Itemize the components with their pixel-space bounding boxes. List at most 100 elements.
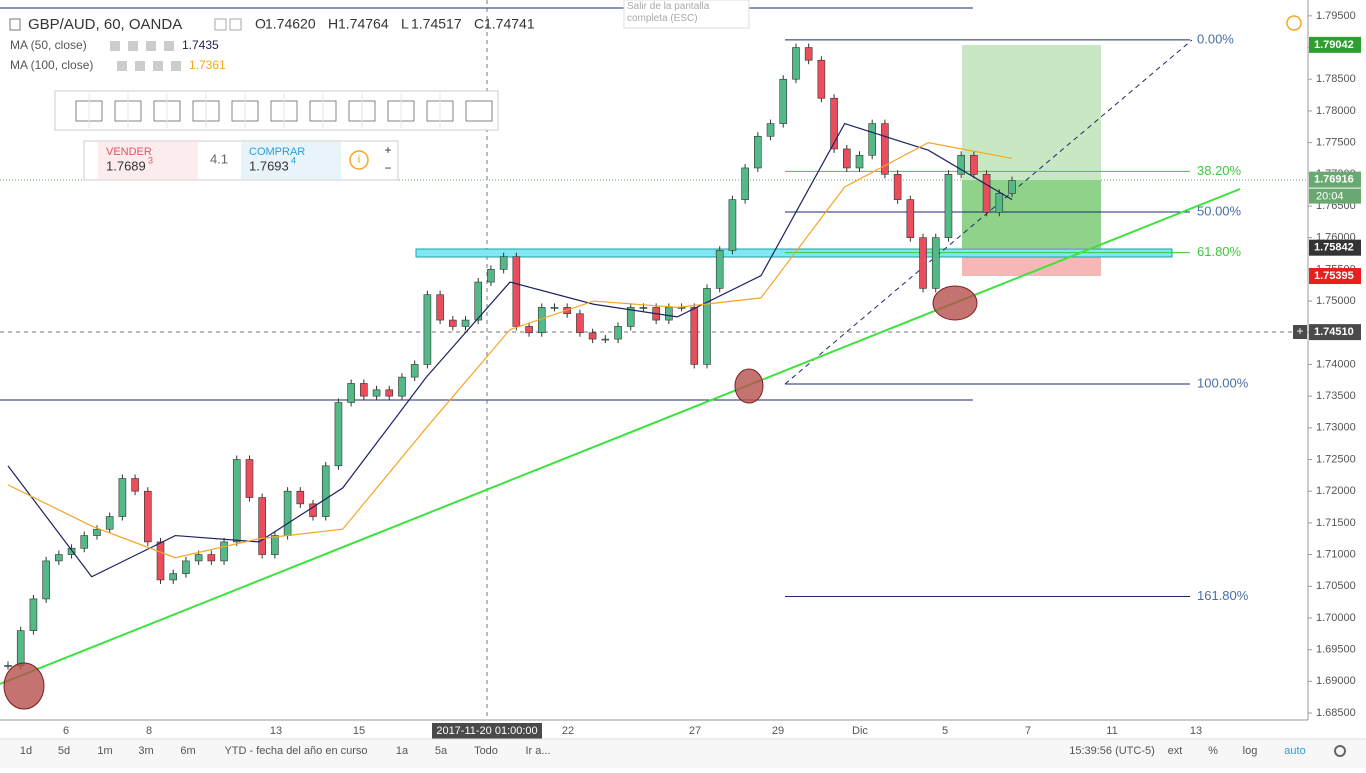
- y-tick-label: 1.74000: [1316, 358, 1356, 370]
- y-tick-label: 1.69000: [1316, 675, 1356, 687]
- option-button[interactable]: auto: [1284, 745, 1305, 757]
- candle: [334, 402, 343, 467]
- candle: [283, 490, 292, 536]
- drawing-toolbar: [54, 90, 499, 131]
- countdown: 20:04: [1316, 191, 1344, 203]
- candle: [410, 364, 419, 378]
- moving-average: [7, 122, 1013, 578]
- candle: [995, 193, 1004, 213]
- candle: [156, 541, 165, 581]
- candle: [690, 307, 699, 365]
- indicator-icon: [164, 41, 174, 51]
- x-tick-label: 6: [63, 725, 69, 737]
- y-tick-label: 1.77500: [1316, 137, 1356, 149]
- tools: [75, 93, 493, 128]
- settings-icon[interactable]: [1334, 745, 1346, 757]
- candle: [105, 516, 114, 530]
- range-button[interactable]: 1a: [396, 745, 409, 757]
- candle: [487, 269, 495, 283]
- candle: [29, 598, 38, 631]
- ohlc-prefix: L: [401, 16, 409, 32]
- range-button[interactable]: 5a: [435, 745, 448, 757]
- candle: [4, 665, 12, 667]
- candle: [754, 135, 762, 169]
- candle: [398, 376, 406, 397]
- x-tick-label: 7: [1025, 725, 1031, 737]
- alert-icon[interactable]: [1286, 15, 1302, 31]
- y-tick-label: 1.70500: [1316, 580, 1356, 592]
- price-marker-label: 1.74510: [1314, 326, 1354, 338]
- option-button[interactable]: ext: [1168, 745, 1183, 757]
- buy-button[interactable]: [241, 142, 341, 179]
- minus-button[interactable]: −: [384, 161, 391, 175]
- ohlc-value: 1.74517: [411, 16, 462, 32]
- y-tick-label: 1.73000: [1316, 422, 1356, 434]
- ohlc-value: 1.74620: [265, 16, 316, 32]
- ohlc-value: 1.74741: [484, 16, 535, 32]
- indicator-icon: [110, 41, 120, 51]
- plus-button[interactable]: +: [384, 143, 391, 157]
- sell-button[interactable]: [98, 142, 198, 179]
- candle: [626, 307, 635, 327]
- candle: [296, 490, 305, 505]
- candle: [80, 535, 89, 549]
- collapse-icon[interactable]: [9, 18, 21, 31]
- countdown-box: [1309, 188, 1361, 204]
- x-tick-label: 13: [270, 725, 282, 737]
- crosshair-time-box: [432, 723, 542, 740]
- price-marker: [1309, 36, 1361, 53]
- indicator-icon: [135, 61, 145, 71]
- x-tick-label: 8: [146, 725, 152, 737]
- info-glyph: i: [358, 152, 361, 166]
- candle: [131, 478, 139, 492]
- candle: [792, 47, 800, 80]
- indicator-icon: [171, 61, 181, 71]
- clock: 15:39:56 (UTC-5): [1069, 745, 1155, 757]
- crosshair-plus: +: [1296, 324, 1303, 338]
- candle: [93, 528, 101, 536]
- plot: 1.68500 1.69000 1.69500 1.70000 1.70500 1.710…: [0, 0, 1356, 740]
- candle: [601, 338, 610, 341]
- range-button[interactable]: 5d: [58, 745, 70, 757]
- y-tick-label: 1.78000: [1316, 105, 1356, 117]
- range-button[interactable]: Todo: [474, 745, 498, 757]
- goto-button[interactable]: Ir a...: [525, 745, 550, 757]
- info-icon[interactable]: [349, 150, 369, 170]
- fib-label: 161.80%: [1197, 588, 1249, 603]
- candle: [588, 332, 597, 340]
- range-button[interactable]: 6m: [180, 745, 195, 757]
- candle: [957, 154, 965, 175]
- range-button[interactable]: YTD - fecha del año en curso: [224, 745, 367, 757]
- y-tick-label: 1.72500: [1316, 453, 1356, 465]
- candle: [194, 554, 203, 562]
- y-tick-label: 1.75000: [1316, 295, 1356, 307]
- price-marker: [1309, 324, 1361, 341]
- y-tick-label: 1.70000: [1316, 612, 1356, 624]
- range-button[interactable]: 1m: [97, 745, 112, 757]
- option-button[interactable]: log: [1243, 745, 1258, 757]
- candle: [67, 547, 76, 555]
- fib-label: 38.20%: [1197, 163, 1242, 178]
- range-button[interactable]: 3m: [138, 745, 153, 757]
- candle: [385, 389, 394, 397]
- ohlc-prefix: C: [474, 16, 484, 32]
- range-button[interactable]: 1d: [20, 745, 32, 757]
- option-button[interactable]: %: [1208, 745, 1218, 757]
- y-tick-label: 1.73500: [1316, 390, 1356, 402]
- candle: [347, 383, 355, 403]
- indicator-name: MA (100, close): [10, 58, 93, 72]
- candle: [665, 307, 673, 321]
- highlight-ellipse: [734, 368, 764, 404]
- x-tick-label: 2017-11-20 01:00:00: [436, 725, 537, 737]
- tool-button[interactable]: [465, 100, 493, 122]
- candle: [449, 319, 457, 327]
- candle: [143, 490, 152, 543]
- indicator-icon: [128, 41, 138, 51]
- candle: [906, 199, 915, 238]
- price-marker: [1309, 268, 1361, 285]
- sell-pip: 3: [148, 155, 153, 165]
- candle: [321, 465, 330, 517]
- buy-price: 1.7693: [249, 158, 289, 173]
- moving-average: [7, 141, 1013, 559]
